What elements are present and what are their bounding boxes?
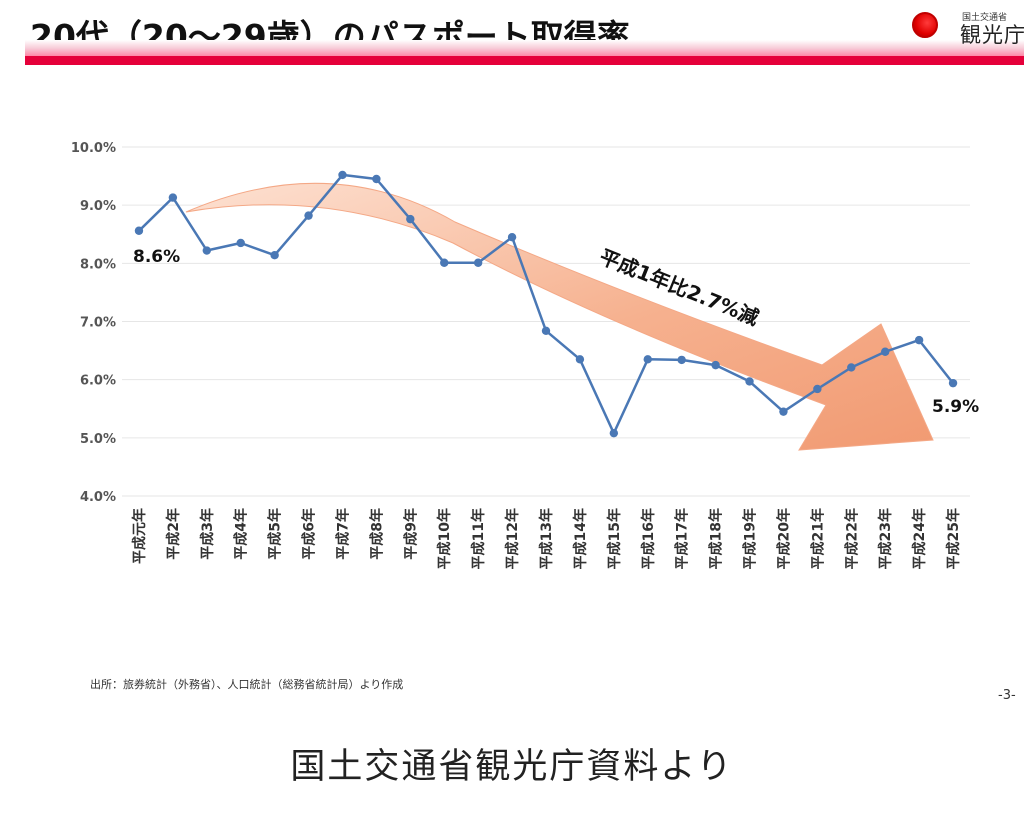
y-tick-label: 6.0%	[80, 374, 116, 389]
data-point	[643, 355, 652, 364]
data-point	[338, 170, 347, 180]
data-point	[304, 211, 313, 220]
source-note: 出所：旅券統計（外務省）、人口統計（総務省統計局）より作成	[90, 678, 404, 691]
gridlines	[122, 146, 970, 497]
data-point	[270, 250, 279, 260]
x-tick-label: 平成5年	[267, 508, 284, 560]
data-point	[609, 428, 619, 438]
y-tick-label: 8.0%	[80, 257, 116, 272]
data-point	[881, 347, 890, 356]
trend-arrow-shape	[185, 182, 934, 451]
x-tick-label: 平成14年	[572, 508, 589, 569]
data-point	[406, 214, 415, 224]
y-tick-label: 10.0%	[71, 141, 116, 156]
x-tick-label: 平成25年	[945, 508, 962, 569]
data-point	[948, 378, 958, 388]
logo-circle-icon	[912, 12, 938, 38]
x-tick-label: 平成20年	[775, 508, 792, 569]
title-underline-bar	[25, 56, 1024, 65]
x-tick-label: 平成11年	[470, 508, 487, 569]
x-tick-label: 平成12年	[504, 508, 521, 569]
data-point	[711, 360, 720, 370]
data-point	[372, 174, 381, 184]
x-tick-label: 平成18年	[708, 508, 725, 569]
data-point	[236, 238, 245, 248]
y-tick-label: 7.0%	[80, 316, 116, 331]
page-number: -3-	[998, 688, 1016, 703]
x-tick-label: 平成21年	[809, 508, 826, 569]
logo-ministry-label: 国土交通省	[962, 13, 1008, 23]
x-tick-label: 平成16年	[640, 508, 657, 569]
x-tick-label: 平成9年	[402, 508, 419, 560]
image-caption: 国土交通省観光庁資料より	[290, 747, 734, 787]
data-point	[575, 355, 585, 364]
data-point	[914, 335, 924, 345]
title-underline-stripe	[25, 40, 1024, 57]
x-tick-label: 平成2年	[165, 508, 182, 560]
end-value-label: 5.9%	[932, 397, 979, 417]
line-chart: 4.0% 5.0% 6.0% 7.0% 8.0% 9.0% 10.0% 平成1年比2.7%減…	[71, 141, 979, 569]
x-tick-label: 平成4年	[233, 508, 250, 560]
y-tick-label: 4.0%	[80, 490, 116, 505]
y-axis-ticks: 4.0% 5.0% 6.0% 7.0% 8.0% 9.0% 10.0%	[71, 141, 116, 505]
y-tick-label: 9.0%	[80, 199, 116, 214]
x-tick-label: 平成24年	[911, 508, 928, 569]
x-tick-label: 平成10年	[436, 508, 453, 569]
data-point	[813, 384, 822, 394]
data-point	[677, 355, 686, 365]
data-point	[134, 226, 144, 235]
x-tick-label: 平成8年	[368, 508, 385, 560]
data-point	[202, 246, 211, 255]
data-point	[507, 232, 517, 242]
y-tick-label: 5.0%	[80, 432, 116, 447]
x-tick-label: 平成15年	[606, 508, 623, 569]
data-point	[745, 377, 754, 386]
x-tick-label: 平成23年	[877, 508, 894, 569]
series-line	[134, 170, 958, 438]
logo-agency-label: 観光庁	[960, 23, 1024, 47]
x-tick-label: 平成19年	[742, 508, 759, 569]
x-tick-label: 平成7年	[334, 508, 351, 560]
trend-arrow: 平成1年比2.7%減	[185, 182, 934, 451]
x-tick-label: 平成13年	[538, 508, 555, 569]
agency-logo: 国土交通省 観光庁	[912, 6, 1024, 47]
x-tick-label: 平成元年	[131, 508, 148, 564]
x-tick-label: 平成22年	[843, 508, 860, 569]
x-tick-label: 平成3年	[199, 508, 216, 560]
x-tick-label: 平成6年	[301, 508, 318, 560]
data-point	[847, 363, 856, 372]
data-point	[541, 326, 551, 336]
x-tick-label: 平成17年	[674, 508, 691, 569]
x-axis-ticks: 平成元年 平成2年 平成3年 平成4年 平成5年 平成6年 平成7年 平成8年 平成9年 平成10…	[131, 508, 962, 569]
data-point	[440, 258, 449, 267]
data-point	[473, 258, 483, 267]
data-point	[168, 193, 178, 202]
data-point	[779, 407, 788, 416]
start-value-label: 8.6%	[133, 247, 180, 267]
